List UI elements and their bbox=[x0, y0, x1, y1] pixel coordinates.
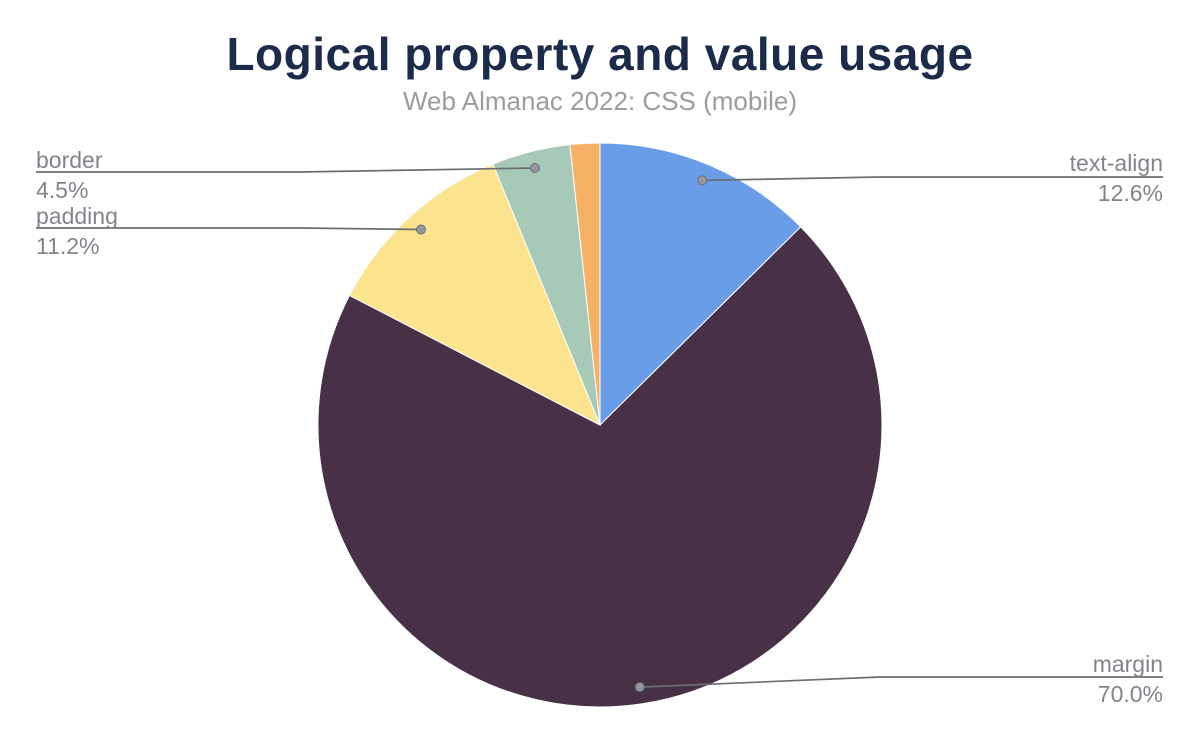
leader-line-margin bbox=[639, 676, 1163, 688]
leader-dot-border bbox=[529, 163, 540, 173]
pie-slice-unlabeled bbox=[569, 142, 601, 426]
pie-slice-text-align bbox=[599, 142, 802, 427]
slice-label-margin: margin 70.0% bbox=[1093, 651, 1163, 707]
leader-line-border bbox=[36, 167, 535, 173]
slice-label-padding-value: 11.2% bbox=[36, 233, 100, 259]
slice-label-border-name: border bbox=[36, 147, 103, 173]
leader-line-padding bbox=[36, 227, 422, 231]
slice-label-margin-name: margin bbox=[1092, 651, 1163, 677]
leader-dot-text-align bbox=[697, 175, 708, 186]
slice-label-margin-value: 70.0% bbox=[1097, 681, 1163, 707]
slice-label-text-align-name: text-align bbox=[1069, 150, 1163, 176]
slice-label-border-value: 4.5% bbox=[36, 177, 89, 203]
slice-label-border: border 4.5% bbox=[36, 147, 102, 203]
slice-label-text-align: text-align 12.6% bbox=[1070, 150, 1163, 206]
slice-label-text-align-value: 12.6% bbox=[1097, 180, 1163, 206]
leader-dot-padding bbox=[416, 224, 426, 235]
slice-label-padding: padding 11.2% bbox=[36, 203, 118, 259]
leader-line-text-align bbox=[702, 176, 1163, 182]
chart-subtitle: Web Almanac 2022: CSS (mobile) bbox=[402, 86, 798, 116]
slice-label-padding-name: padding bbox=[36, 203, 118, 229]
pie-slice-margin bbox=[317, 226, 883, 708]
chart-title: Logical property and value usage bbox=[226, 28, 974, 80]
leader-dot-margin bbox=[634, 682, 645, 693]
